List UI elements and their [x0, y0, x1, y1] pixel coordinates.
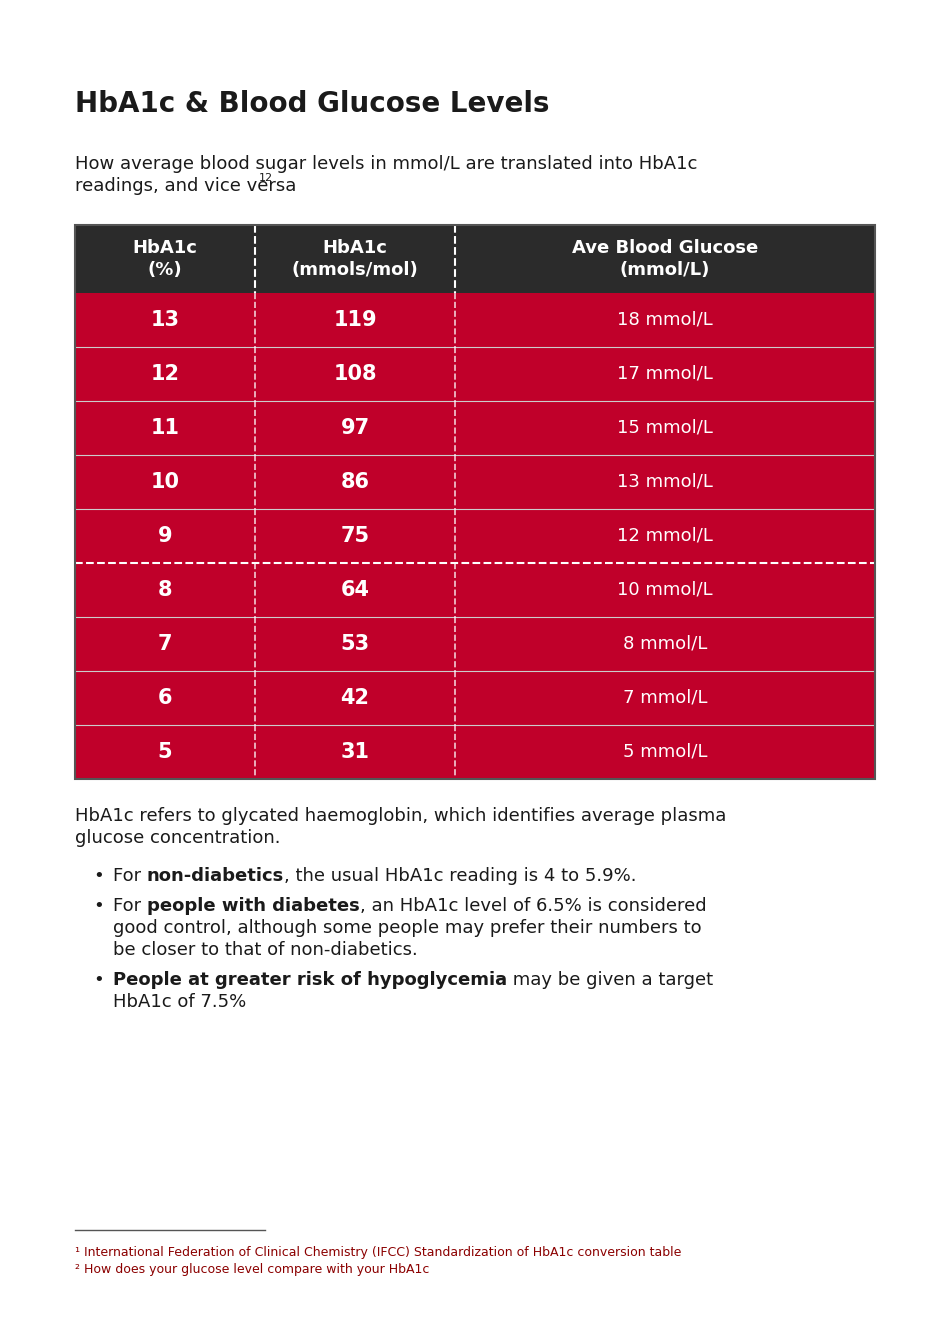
- Text: 97: 97: [340, 418, 370, 438]
- Text: readings, and vice versa: readings, and vice versa: [75, 177, 296, 195]
- Text: 12: 12: [150, 364, 180, 384]
- Text: 53: 53: [340, 634, 370, 655]
- Text: ¹ International Federation of Clinical Chemistry (IFCC) Standardization of HbA1c: ¹ International Federation of Clinical C…: [75, 1246, 681, 1259]
- Text: 119: 119: [333, 310, 377, 331]
- Text: 8 mmol/L: 8 mmol/L: [623, 634, 707, 653]
- FancyBboxPatch shape: [75, 401, 875, 456]
- Text: 86: 86: [340, 472, 370, 492]
- FancyBboxPatch shape: [75, 293, 875, 347]
- Text: 6: 6: [158, 688, 172, 708]
- Text: 11: 11: [150, 418, 180, 438]
- Text: 12: 12: [259, 173, 274, 183]
- Text: 12 mmol/L: 12 mmol/L: [618, 527, 712, 546]
- Text: 64: 64: [340, 581, 370, 599]
- Text: HbA1c
(mmols/mol): HbA1c (mmols/mol): [292, 239, 418, 280]
- Text: 17 mmol/L: 17 mmol/L: [618, 366, 712, 383]
- Text: 75: 75: [340, 526, 370, 546]
- Text: People at greater risk of hypoglycemia: People at greater risk of hypoglycemia: [113, 970, 507, 989]
- Text: For: For: [113, 896, 147, 915]
- Text: 31: 31: [340, 742, 370, 762]
- Text: 13 mmol/L: 13 mmol/L: [618, 473, 712, 491]
- Text: people with diabetes: people with diabetes: [147, 896, 360, 915]
- FancyBboxPatch shape: [75, 563, 875, 617]
- Text: 13: 13: [150, 310, 180, 331]
- Text: 10: 10: [150, 472, 180, 492]
- Text: •: •: [93, 867, 104, 884]
- Text: 42: 42: [340, 688, 370, 708]
- Text: glucose concentration.: glucose concentration.: [75, 829, 280, 847]
- Text: HbA1c of 7.5%: HbA1c of 7.5%: [113, 993, 246, 1011]
- Text: HbA1c refers to glycated haemoglobin, which identifies average plasma: HbA1c refers to glycated haemoglobin, wh…: [75, 806, 727, 825]
- Text: 8: 8: [158, 581, 172, 599]
- Text: ² How does your glucose level compare with your HbA1c: ² How does your glucose level compare wi…: [75, 1263, 429, 1275]
- FancyBboxPatch shape: [75, 671, 875, 724]
- Text: , the usual HbA1c reading is 4 to 5.9%.: , the usual HbA1c reading is 4 to 5.9%.: [284, 867, 636, 884]
- Text: 18 mmol/L: 18 mmol/L: [618, 310, 712, 329]
- Text: HbA1c
(%): HbA1c (%): [133, 239, 198, 280]
- FancyBboxPatch shape: [75, 617, 875, 671]
- Text: may be given a target: may be given a target: [507, 970, 713, 989]
- Text: 15 mmol/L: 15 mmol/L: [618, 419, 712, 437]
- FancyBboxPatch shape: [75, 456, 875, 509]
- Text: How average blood sugar levels in mmol/L are translated into HbA1c: How average blood sugar levels in mmol/L…: [75, 155, 697, 173]
- Text: 7 mmol/L: 7 mmol/L: [623, 689, 707, 707]
- Text: non-diabetics: non-diabetics: [147, 867, 284, 884]
- Text: 5: 5: [158, 742, 172, 762]
- Text: , an HbA1c level of 6.5% is considered: , an HbA1c level of 6.5% is considered: [360, 896, 706, 915]
- Text: •: •: [93, 970, 104, 989]
- FancyBboxPatch shape: [75, 724, 875, 780]
- Text: 108: 108: [333, 364, 377, 384]
- FancyBboxPatch shape: [75, 347, 875, 401]
- Text: good control, although some people may prefer their numbers to: good control, although some people may p…: [113, 919, 702, 937]
- Text: Ave Blood Glucose
(mmol/L): Ave Blood Glucose (mmol/L): [572, 239, 758, 280]
- Text: be closer to that of non-diabetics.: be closer to that of non-diabetics.: [113, 941, 418, 960]
- Text: 9: 9: [158, 526, 172, 546]
- Text: •: •: [93, 896, 104, 915]
- Text: For: For: [113, 867, 147, 884]
- Text: 10 mmol/L: 10 mmol/L: [618, 581, 712, 599]
- Text: HbA1c & Blood Glucose Levels: HbA1c & Blood Glucose Levels: [75, 90, 549, 118]
- Text: 7: 7: [158, 634, 172, 655]
- FancyBboxPatch shape: [75, 224, 875, 293]
- Text: 5 mmol/L: 5 mmol/L: [623, 743, 707, 761]
- FancyBboxPatch shape: [75, 509, 875, 563]
